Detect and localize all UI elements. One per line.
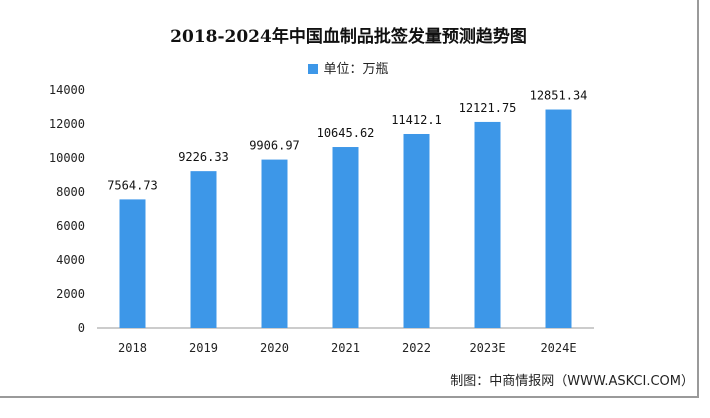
data-label: 9226.33 — [178, 150, 229, 164]
y-tick-label: 12000 — [49, 117, 85, 131]
x-tick-label: 2019 — [189, 341, 218, 355]
bar-2021 — [332, 147, 359, 328]
data-label: 12121.75 — [459, 101, 517, 115]
y-tick-label: 0 — [78, 321, 85, 335]
y-tick-label: 6000 — [56, 219, 85, 233]
y-tick-label: 14000 — [49, 83, 85, 97]
x-tick-label: 2023E — [469, 341, 505, 355]
x-tick-label: 2018 — [118, 341, 147, 355]
x-tick-label: 2024E — [540, 341, 576, 355]
legend-swatch — [308, 64, 319, 74]
bar-2018 — [119, 199, 146, 328]
bar-2023E — [474, 121, 501, 328]
x-tick-label: 2022 — [402, 341, 431, 355]
bar-2020 — [261, 159, 288, 328]
legend-label: 单位：万瓶 — [323, 62, 389, 77]
chart-title: 2018-2024年中国血制品批签发量预测趋势图 — [170, 27, 527, 47]
data-label: 10645.62 — [317, 126, 375, 140]
y-tick-label: 8000 — [56, 185, 85, 199]
data-label: 7564.73 — [107, 178, 158, 192]
x-tick-label: 2020 — [260, 341, 289, 355]
source-note: 制图：中商情报网（WWW.ASKCI.COM） — [450, 374, 694, 389]
legend: 单位：万瓶 — [0, 58, 697, 77]
data-label: 9906.97 — [249, 139, 300, 153]
data-label: 11412.1 — [391, 113, 442, 127]
bar-2019 — [190, 171, 217, 328]
y-tick-label: 4000 — [56, 253, 85, 267]
bar-2022 — [403, 133, 430, 328]
data-label: 12851.34 — [530, 89, 588, 103]
y-tick-label: 10000 — [49, 151, 85, 165]
y-tick-label: 2000 — [56, 287, 85, 301]
bar-2024E — [545, 109, 572, 328]
x-tick-label: 2021 — [331, 341, 360, 355]
